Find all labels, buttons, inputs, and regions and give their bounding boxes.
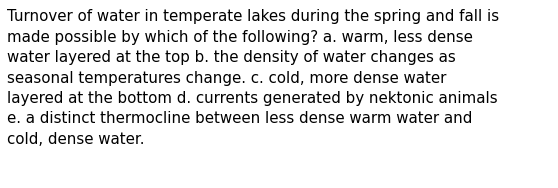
Text: Turnover of water in temperate lakes during the spring and fall is
made possible: Turnover of water in temperate lakes dur… [7, 9, 499, 147]
